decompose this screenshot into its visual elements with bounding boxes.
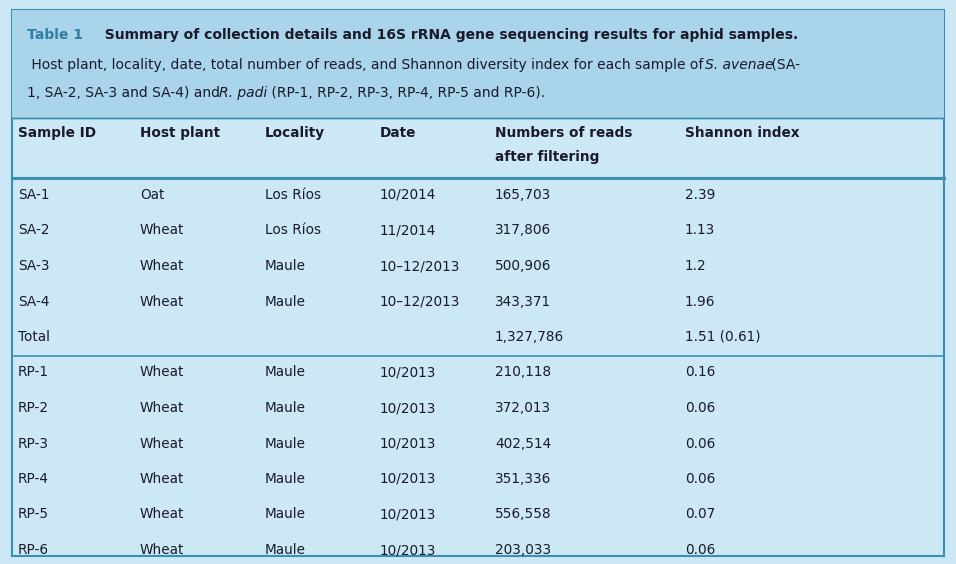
- Text: SA-2: SA-2: [18, 223, 50, 237]
- Text: 2.39: 2.39: [685, 188, 715, 202]
- Text: 10–12/2013: 10–12/2013: [380, 259, 461, 273]
- Text: 10/2013: 10/2013: [380, 543, 436, 557]
- Text: Maule: Maule: [265, 543, 306, 557]
- Text: Wheat: Wheat: [140, 543, 185, 557]
- Text: RP-2: RP-2: [18, 401, 49, 415]
- Text: 1.2: 1.2: [685, 259, 706, 273]
- Text: 0.06: 0.06: [685, 437, 715, 451]
- Text: Maule: Maule: [265, 365, 306, 380]
- Text: RP-6: RP-6: [18, 543, 49, 557]
- Text: Maule: Maule: [265, 259, 306, 273]
- Text: RP-4: RP-4: [18, 472, 49, 486]
- Text: Wheat: Wheat: [140, 365, 185, 380]
- Text: (SA-: (SA-: [767, 58, 800, 72]
- Text: R. padi: R. padi: [219, 86, 267, 100]
- Text: 0.07: 0.07: [685, 508, 715, 522]
- Text: 372,013: 372,013: [495, 401, 551, 415]
- Text: Wheat: Wheat: [140, 472, 185, 486]
- Text: Wheat: Wheat: [140, 437, 185, 451]
- Text: Summary of collection details and 16S rRNA gene sequencing results for aphid sam: Summary of collection details and 16S rR…: [95, 28, 798, 42]
- Text: 0.06: 0.06: [685, 543, 715, 557]
- Text: 203,033: 203,033: [495, 543, 551, 557]
- Text: Date: Date: [380, 126, 417, 140]
- Text: 317,806: 317,806: [495, 223, 551, 237]
- Text: 10/2014: 10/2014: [380, 188, 436, 202]
- Text: 10–12/2013: 10–12/2013: [380, 294, 461, 309]
- Text: Wheat: Wheat: [140, 401, 185, 415]
- Text: 10/2013: 10/2013: [380, 472, 436, 486]
- Text: 343,371: 343,371: [495, 294, 551, 309]
- Text: Table 1: Table 1: [27, 28, 83, 42]
- Text: 0.06: 0.06: [685, 401, 715, 415]
- Text: RP-5: RP-5: [18, 508, 49, 522]
- Text: 210,118: 210,118: [495, 365, 551, 380]
- Text: RP-3: RP-3: [18, 437, 49, 451]
- Text: 1.13: 1.13: [685, 223, 715, 237]
- Text: 0.16: 0.16: [685, 365, 715, 380]
- Text: Los Ríos: Los Ríos: [265, 188, 321, 202]
- Text: Los Ríos: Los Ríos: [265, 223, 321, 237]
- Text: RP-1: RP-1: [18, 365, 49, 380]
- Text: 1,327,786: 1,327,786: [495, 330, 564, 344]
- Text: Total: Total: [18, 330, 50, 344]
- Text: 10/2013: 10/2013: [380, 365, 436, 380]
- Text: Shannon index: Shannon index: [685, 126, 799, 140]
- Text: 1, SA-2, SA-3 and SA-4) and: 1, SA-2, SA-3 and SA-4) and: [27, 86, 225, 100]
- Text: 402,514: 402,514: [495, 437, 552, 451]
- Text: Wheat: Wheat: [140, 294, 185, 309]
- Text: Wheat: Wheat: [140, 508, 185, 522]
- Text: 351,336: 351,336: [495, 472, 552, 486]
- Text: Maule: Maule: [265, 508, 306, 522]
- Text: Host plant: Host plant: [140, 126, 220, 140]
- Text: 500,906: 500,906: [495, 259, 552, 273]
- Text: Maule: Maule: [265, 472, 306, 486]
- Text: (RP-1, RP-2, RP-3, RP-4, RP-5 and RP-6).: (RP-1, RP-2, RP-3, RP-4, RP-5 and RP-6).: [267, 86, 545, 100]
- Text: SA-4: SA-4: [18, 294, 50, 309]
- Text: 10/2013: 10/2013: [380, 437, 436, 451]
- Text: Sample ID: Sample ID: [18, 126, 97, 140]
- Text: Maule: Maule: [265, 294, 306, 309]
- Bar: [12, 10, 944, 118]
- Text: Oat: Oat: [140, 188, 164, 202]
- Text: Maule: Maule: [265, 437, 306, 451]
- Text: Wheat: Wheat: [140, 259, 185, 273]
- Text: Numbers of reads: Numbers of reads: [495, 126, 632, 140]
- Text: Wheat: Wheat: [140, 223, 185, 237]
- Text: 1.96: 1.96: [685, 294, 715, 309]
- Text: 10/2013: 10/2013: [380, 401, 436, 415]
- Text: SA-3: SA-3: [18, 259, 50, 273]
- Text: Host plant, locality, date, total number of reads, and Shannon diversity index f: Host plant, locality, date, total number…: [27, 58, 707, 72]
- Text: 11/2014: 11/2014: [380, 223, 436, 237]
- Text: after filtering: after filtering: [495, 150, 599, 164]
- Text: 0.06: 0.06: [685, 472, 715, 486]
- Text: SA-1: SA-1: [18, 188, 50, 202]
- Text: Maule: Maule: [265, 401, 306, 415]
- Text: 1.51 (0.61): 1.51 (0.61): [685, 330, 761, 344]
- Text: S. avenae: S. avenae: [706, 58, 773, 72]
- Text: 556,558: 556,558: [495, 508, 552, 522]
- Text: 165,703: 165,703: [495, 188, 552, 202]
- Text: Locality: Locality: [265, 126, 325, 140]
- Text: 10/2013: 10/2013: [380, 508, 436, 522]
